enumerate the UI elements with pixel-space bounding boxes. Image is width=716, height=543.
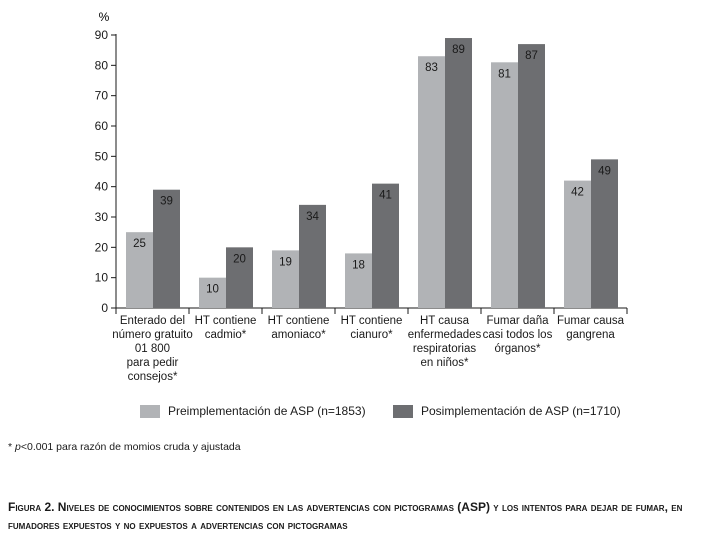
x-category-label-line: Enterado del — [119, 315, 186, 327]
y-tick-label: 90 — [95, 28, 109, 42]
x-category-label: Fumar daña casi todos los órganos* — [477, 314, 559, 356]
y-axis-label: % — [99, 10, 110, 24]
bar-value-label: 42 — [571, 187, 584, 199]
x-category-label-line: casi todos los — [482, 329, 553, 341]
x-category-label-line: respiratorias — [412, 343, 477, 355]
x-category-label-line: 01 800 — [134, 343, 171, 355]
x-category-label-line: número gratuito — [112, 329, 193, 341]
y-tick-label: 50 — [95, 149, 109, 163]
x-category-label: HT contiene cadmio* — [185, 314, 267, 342]
x-category-label-line: consejos* — [127, 371, 178, 383]
x-category-label: Enterado del número gratuito 01 800 para pe… — [112, 314, 194, 384]
x-category-label-line: en niños* — [420, 357, 469, 369]
bar-pre — [126, 232, 153, 308]
y-tick-label: 0 — [101, 301, 108, 315]
x-category-label-line: cianuro* — [350, 329, 393, 341]
bar-pre — [564, 180, 591, 308]
bar-post — [372, 183, 399, 308]
bar-value-label: 81 — [498, 68, 511, 80]
x-category-label-line: órganos* — [494, 343, 541, 355]
x-category-label-line: HT contiene — [267, 315, 330, 327]
legend: Preimplementación de ASP (n=1853) Posimp… — [0, 402, 716, 420]
bar-post — [153, 189, 180, 308]
bar-value-label: 18 — [352, 259, 365, 271]
legend-swatch-post — [393, 404, 413, 418]
footnote: * p<0.001 para razón de momios cruda y a… — [8, 441, 241, 453]
bar-pre — [199, 277, 226, 308]
bar-chart: % 0 10 20 30 40 50 60 70 80 90 25 39 10 20 19 34 18 41 83… — [95, 10, 628, 315]
bar-value-label: 83 — [425, 62, 438, 74]
figure-caption: Figura 2. Niveles de conocimientos sobre… — [8, 500, 683, 532]
bar-pre — [418, 56, 445, 308]
bar-value-label: 19 — [279, 256, 292, 268]
legend-label-pre: Preimplementación de ASP (n=1853) — [168, 404, 366, 418]
y-tick-label: 40 — [95, 180, 109, 194]
bar-post — [445, 38, 472, 309]
bar-value-label: 20 — [233, 253, 246, 265]
legend-item-pre: Preimplementación de ASP (n=1853) — [140, 402, 366, 420]
bar-value-label: 10 — [206, 284, 219, 296]
bar-pre — [272, 250, 299, 308]
x-category-label-line: amoniaco* — [271, 329, 326, 341]
x-category-label: HT contiene cianuro* — [331, 314, 413, 342]
bar-value-label: 49 — [598, 165, 611, 177]
x-category-label-line: enfermedades — [407, 329, 482, 341]
y-tick-label: 70 — [95, 89, 109, 103]
bar-value-label: 41 — [379, 190, 392, 202]
bar-value-label: 87 — [525, 50, 538, 62]
bars: 25 39 10 20 19 34 18 41 83 89 81 87 42 49 — [126, 38, 618, 309]
bar-pre — [491, 62, 518, 308]
y-tick-label: 10 — [95, 271, 109, 285]
x-category-label: HT contiene amoniaco* — [258, 314, 340, 342]
y-tick-label: 60 — [95, 119, 109, 133]
x-category-label: Fumar causa gangrena — [550, 314, 632, 342]
bar-pre — [345, 253, 372, 308]
x-category-label-line: gangrena — [566, 329, 615, 341]
footnote-text: <0.001 para razón de momios cruda y ajus… — [20, 441, 241, 453]
y-axis: 0 10 20 30 40 50 60 70 80 90 — [95, 28, 117, 315]
bar-post — [226, 247, 253, 308]
legend-item-post: Posimplementación de ASP (n=1710) — [393, 402, 621, 420]
y-tick-label: 20 — [95, 240, 109, 254]
x-category-label-line: HT causa — [419, 315, 469, 327]
x-category-label-line: Fumar causa — [556, 315, 625, 327]
bar-value-label: 89 — [452, 44, 465, 56]
x-category-label: HT causa enfermedades respiratorias en niño… — [404, 314, 486, 370]
bar-post — [591, 159, 618, 308]
x-category-label-line: para pedir — [126, 357, 179, 369]
bar-value-label: 39 — [160, 196, 173, 208]
x-category-label-line: cadmio* — [204, 329, 247, 341]
legend-swatch-pre — [140, 404, 160, 418]
legend-label-post: Posimplementación de ASP (n=1710) — [421, 404, 621, 418]
bar-post — [299, 204, 326, 308]
y-tick-label: 80 — [95, 58, 109, 72]
x-category-label-line: Fumar daña — [486, 315, 549, 327]
bar-value-label: 34 — [306, 211, 319, 223]
bar-value-label: 25 — [133, 238, 146, 250]
footnote-star: * — [8, 441, 13, 453]
x-category-label-line: HT contiene — [194, 315, 257, 327]
footnote-p: p — [15, 441, 21, 453]
y-tick-label: 30 — [95, 210, 109, 224]
x-category-label-line: HT contiene — [340, 315, 403, 327]
bar-post — [518, 44, 545, 308]
